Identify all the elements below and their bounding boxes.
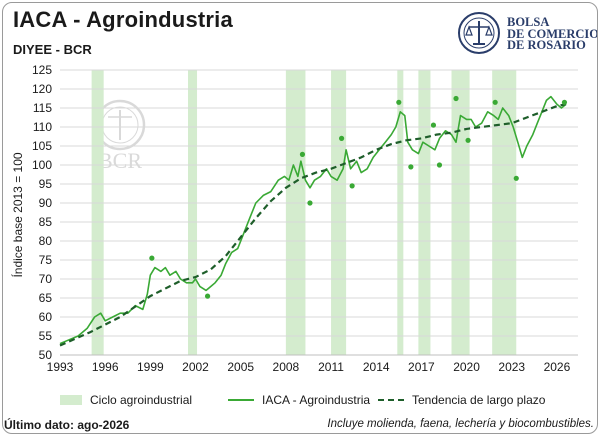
x-tick-label-2020: 2020 bbox=[453, 360, 480, 374]
cycle-band-7 bbox=[492, 70, 517, 355]
x-tick-label-2005: 2005 bbox=[227, 360, 254, 374]
cycle-band-6 bbox=[451, 70, 470, 355]
cycle-band-2 bbox=[285, 70, 306, 355]
legend-item-iaca: IACA - Agroindustria bbox=[228, 393, 370, 407]
legend-label-cycle: Ciclo agroindustrial bbox=[90, 393, 193, 407]
y-tick-label-75: 75 bbox=[39, 253, 53, 267]
legend-label-trend: Tendencia de largo plazo bbox=[412, 393, 546, 407]
y-tick-label-95: 95 bbox=[39, 177, 53, 191]
legend-label-iaca: IACA - Agroindustria bbox=[262, 393, 371, 407]
y-tick-label-85: 85 bbox=[39, 215, 53, 229]
logo-line-1: BOLSA bbox=[507, 15, 550, 29]
x-axis-ticks: 1993 1996 1999 2002 2005 2008 2011 2014 2017 2020… bbox=[47, 360, 571, 374]
peak-point-9 bbox=[436, 162, 443, 168]
y-tick-label-70: 70 bbox=[39, 272, 53, 286]
chart-title: IACA - Agroindustria bbox=[13, 7, 233, 32]
peak-markers bbox=[149, 95, 568, 299]
cycle-band-1 bbox=[187, 70, 198, 355]
series-layer bbox=[59, 95, 567, 347]
logo-line-2: DE COMERCIO bbox=[507, 26, 598, 41]
x-tick-label-2017: 2017 bbox=[408, 360, 435, 374]
peak-point-13 bbox=[513, 175, 519, 181]
y-tick-label-110: 110 bbox=[33, 120, 52, 134]
x-tick-label-1996: 1996 bbox=[92, 360, 119, 374]
last-data-label: Último dato: ago-2026 bbox=[4, 418, 130, 432]
legend-swatch-iaca bbox=[228, 399, 254, 401]
footnote: Incluye molienda, faena, lechería y bioc… bbox=[327, 418, 594, 430]
legend-swatch-trend bbox=[378, 399, 404, 401]
y-tick-label-90: 90 bbox=[39, 196, 53, 210]
y-tick-label-50: 50 bbox=[39, 348, 53, 362]
cycle-band-5 bbox=[418, 70, 431, 355]
series-line-trend bbox=[59, 103, 567, 347]
peak-point-0 bbox=[149, 255, 155, 261]
x-tick-label-2008: 2008 bbox=[273, 360, 300, 374]
peak-point-7 bbox=[408, 164, 414, 170]
cycle-band-3 bbox=[331, 70, 347, 355]
peak-point-2 bbox=[299, 151, 306, 157]
y-tick-label-120: 120 bbox=[32, 82, 52, 96]
peak-point-1 bbox=[204, 293, 211, 299]
bcr-seal-icon bbox=[458, 12, 500, 54]
bcr-logo: BOLSA DE COMERCIO DE ROSARIO bbox=[457, 11, 597, 55]
x-tick-label-2023: 2023 bbox=[498, 360, 525, 374]
peak-point-11 bbox=[465, 137, 471, 143]
watermark-text: BCR bbox=[98, 148, 142, 173]
x-tick-label-2026: 2026 bbox=[544, 360, 571, 374]
peak-point-10 bbox=[453, 95, 459, 102]
logo-text: BOLSA DE COMERCIO DE ROSARIO bbox=[507, 15, 598, 52]
y-tick-label-115: 115 bbox=[33, 101, 52, 115]
x-tick-label-2011: 2011 bbox=[318, 360, 344, 374]
peak-point-8 bbox=[430, 122, 437, 128]
y-tick-label-105: 105 bbox=[32, 139, 52, 153]
y-tick-label-60: 60 bbox=[39, 310, 53, 324]
y-tick-label-65: 65 bbox=[39, 291, 53, 305]
y-tick-label-100: 100 bbox=[32, 158, 52, 172]
y-tick-label-80: 80 bbox=[39, 234, 53, 248]
peak-point-5 bbox=[349, 183, 355, 189]
x-tick-label-1993: 1993 bbox=[47, 360, 74, 374]
legend-item-cycle: Ciclo agroindustrial bbox=[60, 393, 192, 407]
cycle-band-0 bbox=[91, 70, 104, 355]
peak-point-14 bbox=[561, 99, 568, 105]
cycle-band-4 bbox=[397, 70, 404, 355]
chart-legend: Ciclo agroindustrial IACA - Agroindustri… bbox=[60, 393, 560, 409]
chart-subtitle: DIYEE - BCR bbox=[13, 42, 92, 57]
bcr-watermark: BCR bbox=[94, 99, 146, 173]
peak-point-3 bbox=[307, 200, 313, 206]
logo-line-3: DE ROSARIO bbox=[507, 38, 586, 52]
cycle-bands bbox=[91, 70, 517, 355]
legend-item-trend: Tendencia de largo plazo bbox=[378, 393, 545, 407]
legend-swatch-cycle bbox=[60, 395, 82, 405]
x-tick-label-1999: 1999 bbox=[137, 360, 164, 374]
x-tick-label-2002: 2002 bbox=[182, 360, 209, 374]
y-tick-label-125: 125 bbox=[32, 63, 52, 77]
peak-point-4 bbox=[338, 135, 345, 141]
y-tick-label-55: 55 bbox=[39, 329, 53, 343]
series-line-iaca bbox=[59, 95, 567, 345]
peak-point-12 bbox=[492, 99, 498, 105]
y-axis-label: Índice base 2013 = 100 bbox=[10, 152, 25, 277]
x-tick-label-2014: 2014 bbox=[363, 360, 390, 374]
y-axis-ticks: 50 55 60 65 70 75 80 85 90 95 100 105 110 115 120 125 bbox=[32, 63, 52, 362]
peak-point-6 bbox=[396, 99, 402, 105]
